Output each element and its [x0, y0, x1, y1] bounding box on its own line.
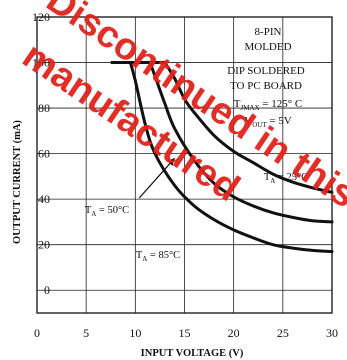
annotation-line: MOLDED: [244, 41, 291, 53]
curve-series-1: [128, 61, 334, 254]
curve-series-3: [163, 61, 334, 194]
x-tick-label: 10: [129, 326, 141, 340]
y-tick-label: 20: [38, 238, 50, 252]
y-tick-label: 40: [38, 192, 50, 206]
curve-series-2: [148, 61, 334, 224]
annotation-line: TO PC BOARD: [230, 80, 302, 92]
y-tick-label: 60: [38, 147, 50, 161]
x-tick-label: 25: [277, 326, 289, 340]
plot-frame: [36, 16, 333, 314]
curve-label-2: TA = 50°C: [85, 205, 129, 218]
x-tick-label: 20: [228, 326, 240, 340]
y-axis-label: OUTPUT CURRENT (mA): [12, 120, 23, 244]
annotation-line: 8-PIN: [255, 26, 282, 38]
x-axis-label: INPUT VOLTAGE (V): [141, 348, 244, 359]
x-tick-label: 0: [34, 326, 40, 340]
conditions-annotation: 8-PIN MOLDED DIP SOLDERED TO PC BOARD TJMAX …: [227, 26, 305, 129]
chart-grid: [37, 17, 332, 313]
chart-curves: [110, 61, 334, 254]
curve-labels: TA = 85°C TA = 50°C TA = 25°C: [85, 172, 308, 263]
curve-label-3: TA = 25°C: [264, 172, 308, 185]
pointer-arrow: [138, 157, 176, 199]
tick-labels: 0 5 10 15 20 25 30 0 20 40 60 80 100 120: [32, 10, 338, 340]
x-tick-label: 15: [179, 326, 191, 340]
y-tick-label: 80: [38, 101, 50, 115]
vout-note: VOUT = 5V: [244, 115, 292, 129]
y-tick-label: 0: [44, 283, 50, 297]
annotation-line: DIP SOLDERED: [227, 65, 305, 77]
curve-label-1: TA = 85°C: [136, 250, 180, 263]
x-tick-label: 30: [326, 326, 338, 340]
tjmax-note: TJMAX = 125° C: [234, 98, 303, 112]
x-tick-label: 5: [83, 326, 89, 340]
y-tick-label: 100: [32, 56, 50, 70]
y-tick-label: 120: [32, 10, 50, 24]
